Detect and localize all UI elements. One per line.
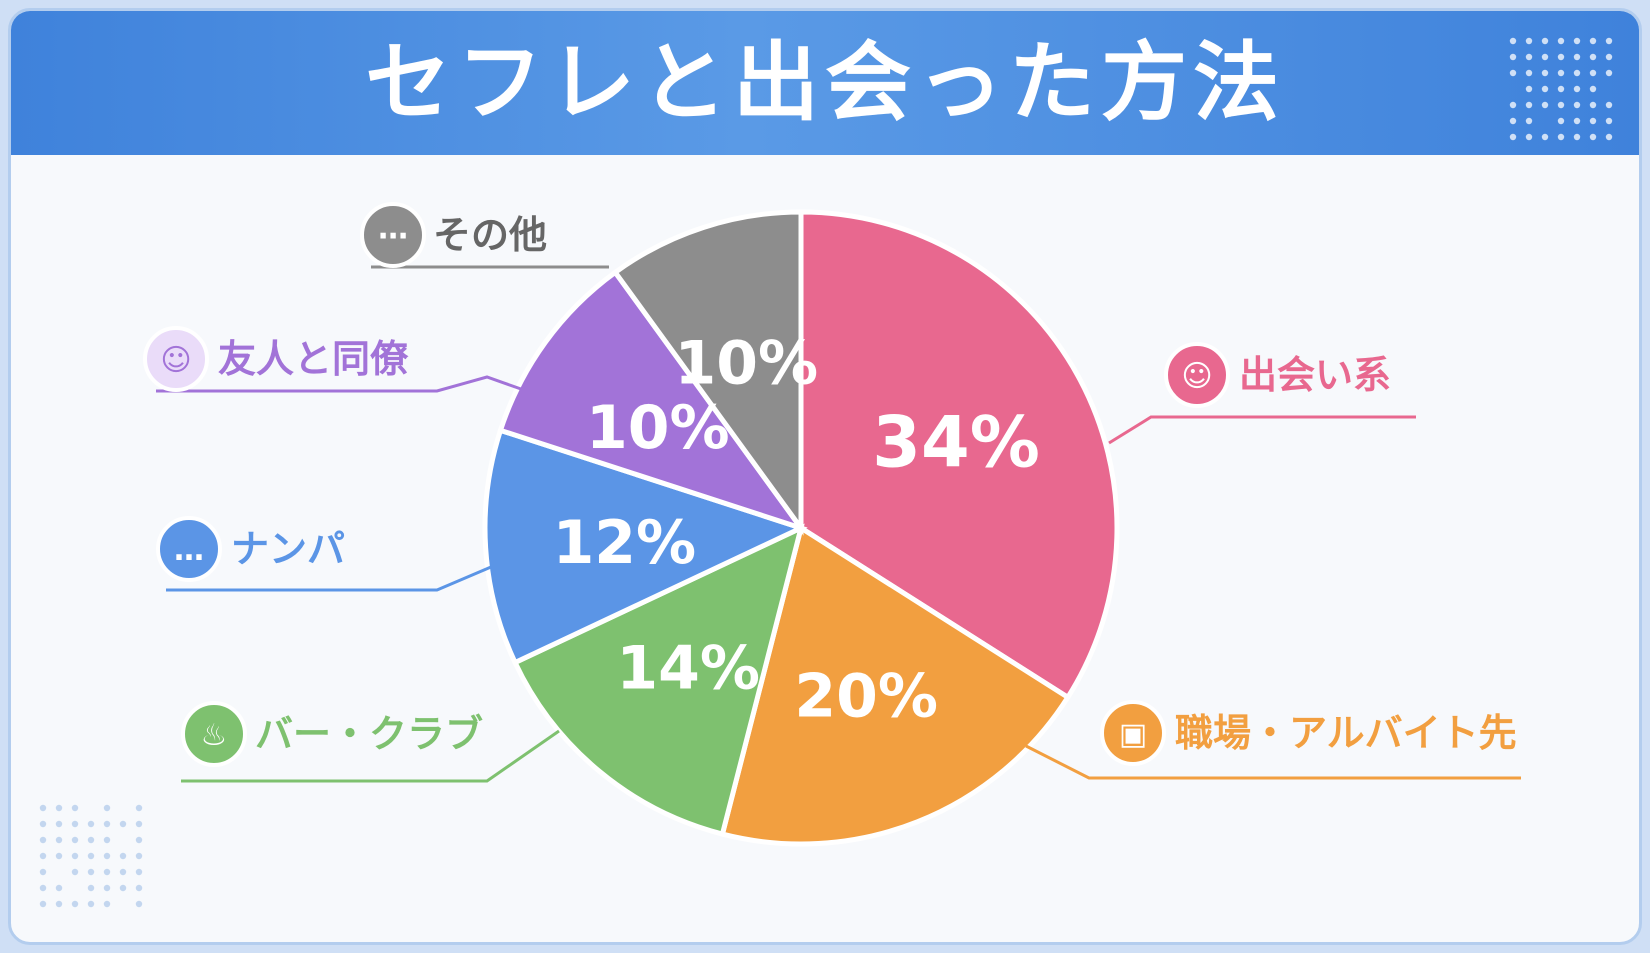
slice-percent-label: 10% — [675, 329, 819, 399]
slice-percent-label: 14% — [616, 633, 760, 703]
briefcase-icon: ▣ — [1102, 702, 1164, 764]
callout-label: バー・クラブ — [255, 712, 483, 756]
pie-chart: 34% 20% 14% 12% 10%10% ☺ 出会い系 ▣ 職場・アルバイト先 ♨ バー・クラ… — [11, 11, 1639, 942]
slice-percent-label: 10% — [586, 393, 730, 463]
svg-text:⋯: ⋯ — [378, 219, 408, 254]
infographic-card: セフレと出会った方法 34% 20% 14% 12% 10% 10% ☺ 出会い系 ▣ 職場・ア… — [8, 8, 1642, 945]
slice-percent-label: 34% — [872, 402, 1040, 484]
friends-icon: ☺ — [145, 328, 207, 390]
slice-percent-label: 12% — [553, 508, 697, 578]
chat-bubble-icon: … — [158, 518, 220, 580]
people-icon: ☺ — [1166, 344, 1228, 406]
callout-label: 職場・アルバイト先 — [1175, 711, 1517, 755]
callout-label: 友人と同僚 — [218, 337, 409, 381]
slice-percent-label: 20% — [794, 662, 938, 732]
svg-text:☺: ☺ — [160, 343, 191, 378]
svg-text:…: … — [174, 533, 204, 568]
callout-label: その他 — [433, 213, 547, 257]
callout-line — [1109, 417, 1416, 443]
svg-text:▣: ▣ — [1119, 717, 1147, 752]
callout-label: 出会い系 — [1239, 353, 1391, 397]
more-dots-icon: ⋯ — [362, 204, 424, 266]
beer-mug-icon: ♨ — [183, 703, 245, 765]
svg-text:♨: ♨ — [201, 718, 228, 753]
callout-label: ナンパ — [231, 527, 345, 571]
svg-text:☺: ☺ — [1181, 359, 1212, 394]
